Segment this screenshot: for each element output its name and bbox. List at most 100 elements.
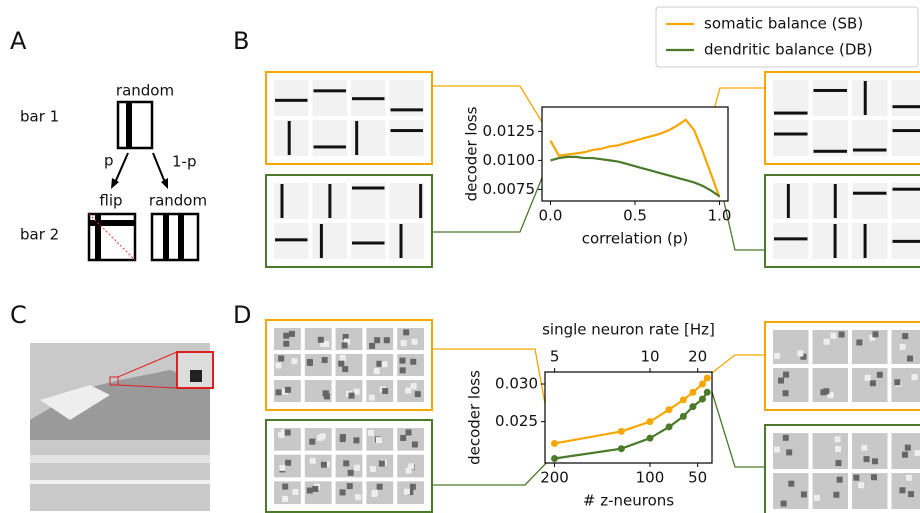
thumbnail-blob [856,339,863,346]
thumbnail [852,433,888,469]
connector [711,391,765,468]
thumbnail-blob [275,362,282,369]
thumbnail-blob [834,436,841,443]
thumbnail-bar [352,97,385,101]
y-axis-title: decoder loss [466,370,484,465]
thumbnail-blob [275,389,282,396]
thumbnail-bar [892,105,920,109]
thumbnail-blob [914,450,920,457]
image-region [30,455,210,463]
arrow [113,152,129,186]
arrow-head [161,178,168,189]
image-region [190,370,202,382]
thumbnail-blob [279,464,286,471]
connector [432,456,553,486]
thumbnail-blob [823,338,830,345]
thumbnail-blob [342,366,349,373]
point [698,395,706,403]
legend-label: somatic balance (SB) [704,15,863,33]
thumbnail-blob [876,371,883,378]
thumbnail-blob [774,352,781,359]
panel-c [30,343,214,511]
thumbnail-blob [353,437,360,444]
thumbnail-bar [892,129,920,133]
panel-label: D [233,301,251,329]
thumbnail-blob [774,446,781,453]
thumbnail [389,120,424,156]
thumbnail-bar [313,145,346,149]
thumbnail-blob [343,338,350,345]
thumbnail-blob [347,469,354,476]
square [150,212,200,262]
y-tick-label: 0.025 [495,412,538,430]
thumbnail-blob [902,333,909,340]
zoom-box [109,376,119,386]
x-tick-label: 200 [540,469,569,487]
thumbnail-blob [782,434,789,441]
thumbnail-blob [399,357,406,364]
thumbnail-blob [400,340,407,347]
thumbnail-bar [390,108,423,112]
thumbnail [852,223,888,259]
point [551,439,559,447]
thumbnail-blob [309,457,316,464]
thumbnail-blob [323,393,330,400]
thumbnail-blob [307,359,314,366]
thumbnail-bar [833,184,837,218]
thumbnail-blob [368,394,375,401]
thumbnail-blob [411,338,418,345]
thumbnail-blob [348,392,355,399]
thumbnail-blob [284,386,291,393]
thumbnail-blob [820,389,827,396]
thumbnail-bar [786,184,790,218]
thumbnail-blob [858,482,865,489]
thumbnail-blob [283,332,290,339]
arrow-head [111,178,119,189]
plot-frame [544,371,713,464]
thumbnail-blob [409,483,416,490]
thumbnail-blob [284,429,291,436]
thumbnail-blob [403,488,410,495]
thumbnail-blob [813,494,820,501]
thumbnail-blob [339,489,346,496]
thumbnail-blob [869,380,876,387]
connector [707,354,765,377]
thumbnail-blob [861,444,868,451]
thumbnail-blob [282,483,289,490]
thumbnail [335,428,363,451]
thumbnail-blob [870,474,877,481]
thumbnail-blob [400,434,407,441]
x2-tick-label: 10 [640,348,659,366]
thumbnail-blob [414,391,421,398]
thumbnail-bar [355,121,359,155]
point [689,403,697,411]
thumbnail-bar [774,111,808,115]
point [679,412,687,420]
panel-label: C [10,301,27,329]
series-line [550,155,721,198]
thumbnail-blob [830,332,837,339]
connector [721,192,765,251]
x-tick-label: 100 [636,469,665,487]
label: random [116,82,174,100]
label: 1-p [172,153,196,171]
thumbnail-blob [375,437,382,444]
thumbnail [312,80,347,116]
thumbnail-blob [899,487,906,494]
thumbnail [812,183,848,219]
thumbnail-blob [317,434,324,441]
thumbnail-blob [381,361,388,368]
thumbnail-blob [836,476,843,483]
thumbnail-blob [871,458,878,465]
thumbnail-bar [813,149,847,153]
thumbnail-blob [343,460,350,467]
x-tick-label: 1.0 [708,207,732,225]
zoom-line [117,384,178,389]
x-tick-label: 50 [688,469,707,487]
thumbnail-bar [892,187,920,191]
thumbnail [852,80,888,116]
label: random [149,192,207,210]
thumbnail-blob [339,436,346,443]
thumbnail-blob [341,342,348,349]
thumbnail [274,120,309,156]
